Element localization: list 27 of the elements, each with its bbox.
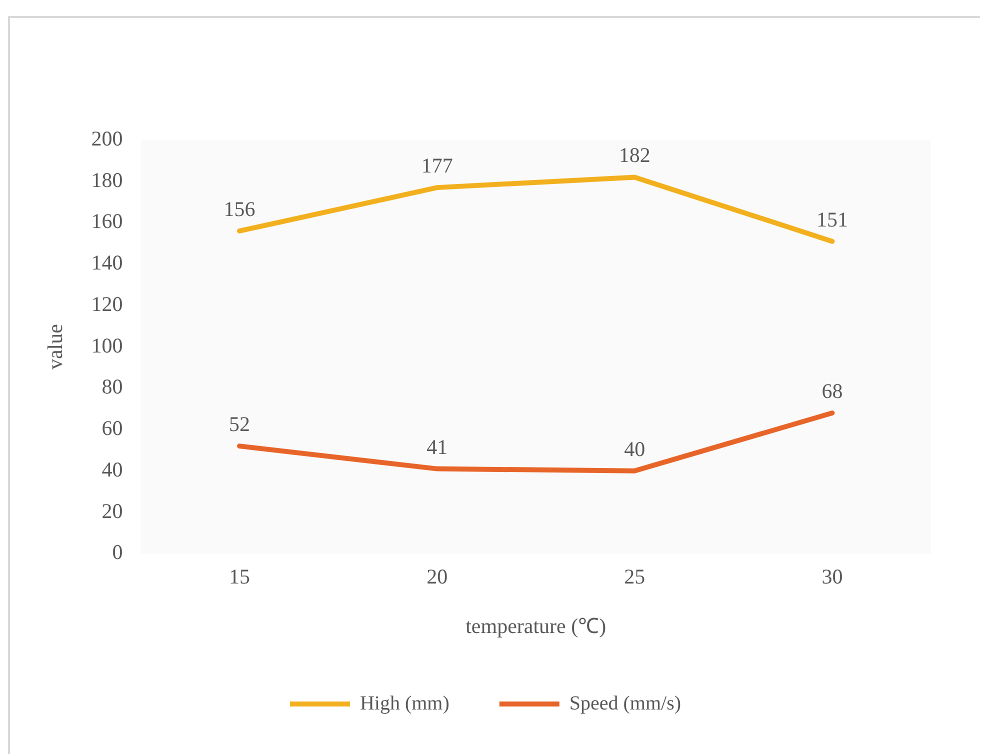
y-tick-label: 60	[102, 416, 123, 440]
y-tick-label: 180	[91, 168, 123, 192]
y-tick-label: 200	[91, 126, 123, 151]
data-label: 52	[228, 412, 250, 436]
data-label: 156	[224, 197, 256, 222]
y-tick-label: 20	[102, 498, 123, 523]
legend-label: High (mm)	[360, 692, 450, 714]
data-label: 182	[618, 143, 650, 168]
y-tick-label: 120	[91, 292, 123, 316]
data-label: 41	[426, 434, 448, 459]
x-axis-title: temperature (℃)	[466, 614, 606, 638]
data-label: 151	[816, 207, 848, 232]
y-tick-label: 160	[91, 209, 123, 234]
x-tick-label: 30	[822, 564, 843, 589]
y-tick-label: 100	[91, 333, 123, 358]
y-tick-label: 140	[91, 250, 123, 275]
y-axis-title: value	[43, 324, 68, 370]
data-label: 68	[822, 378, 843, 403]
data-label: 40	[624, 436, 646, 461]
x-tick-label: 20	[426, 564, 448, 589]
y-tick-label: 80	[102, 374, 123, 399]
x-tick-label: 25	[624, 564, 646, 589]
legend-label: Speed (mm/s)	[569, 692, 682, 714]
y-tick-label: 0	[112, 540, 123, 564]
x-tick-label: 15	[228, 564, 250, 589]
y-tick-label: 40	[102, 457, 123, 482]
data-label: 177	[421, 154, 453, 178]
